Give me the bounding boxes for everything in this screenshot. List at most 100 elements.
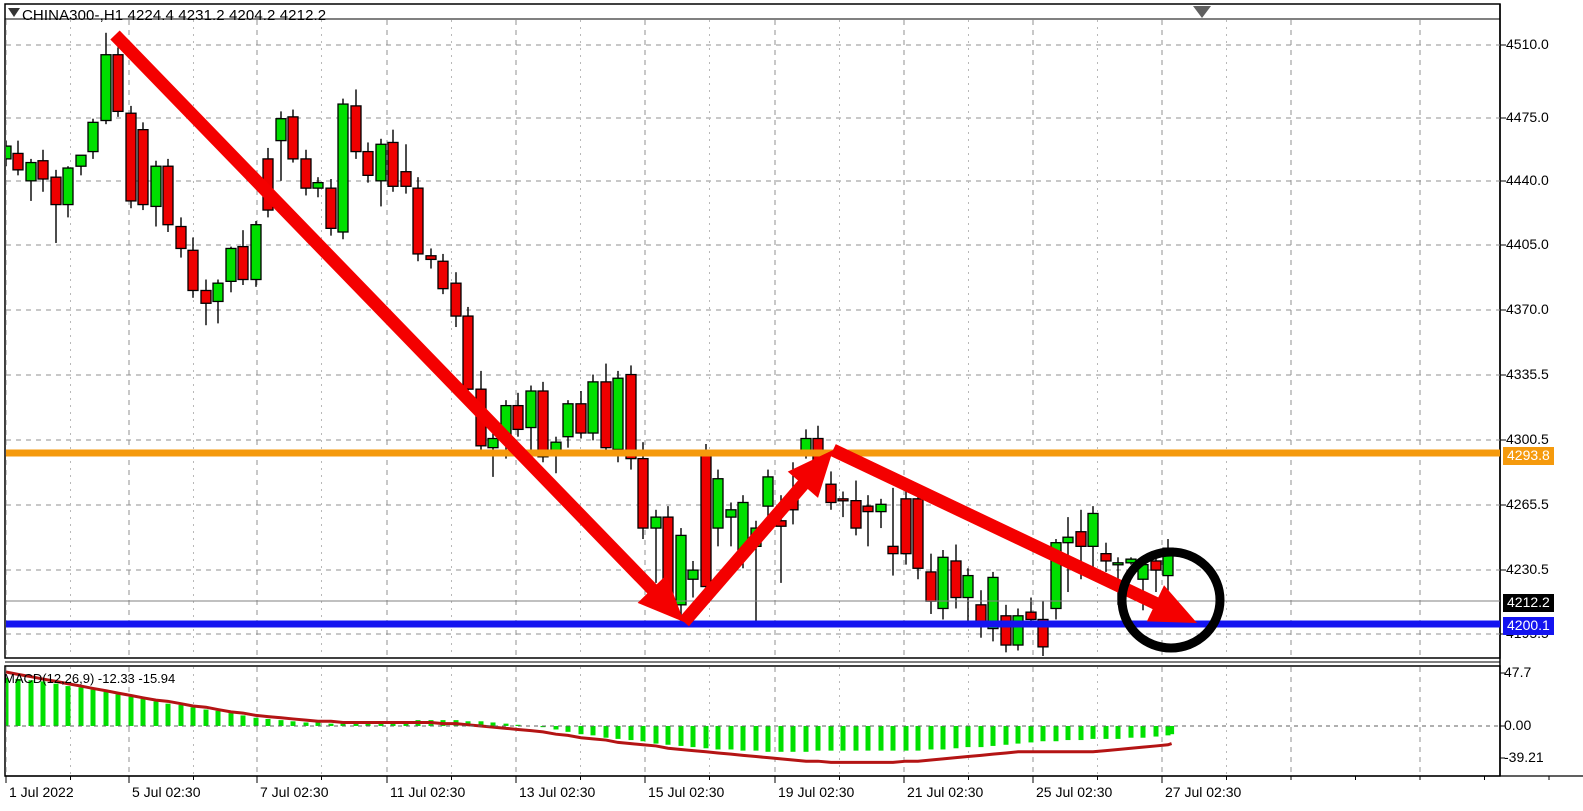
candle-body xyxy=(225,247,237,282)
time-tick-label: 13 Jul 02:30 xyxy=(519,784,596,800)
candle-body xyxy=(187,249,199,292)
candle-body xyxy=(762,476,774,507)
candle-body xyxy=(325,187,337,229)
time-tick-label: 11 Jul 02:30 xyxy=(390,784,466,800)
candle-body xyxy=(175,225,187,250)
candle-body xyxy=(1062,536,1074,544)
candle-body xyxy=(387,141,399,187)
time-tick-label: 21 Jul 02:30 xyxy=(907,784,984,800)
candle-body xyxy=(950,560,962,599)
vertical-minor-gridlines xyxy=(70,20,1227,775)
candle-body xyxy=(1075,531,1087,547)
candle-body xyxy=(562,403,574,438)
downtrend-arrow-1[interactable] xyxy=(110,30,684,622)
price-tick-label: 4510.0 xyxy=(1506,36,1549,52)
candle-body xyxy=(837,498,849,502)
candle-body xyxy=(162,165,174,226)
time-tick-label: 27 Jul 02:30 xyxy=(1165,784,1242,800)
candle-body xyxy=(825,483,837,504)
resistance-price-badge[interactable]: 4293.8 xyxy=(1503,447,1554,465)
candle-body xyxy=(962,574,974,599)
candle-body xyxy=(700,454,712,588)
candle-body xyxy=(525,390,537,429)
symbol-header-label: CHINA300-,H1 4224.4 4231.2 4204.2 4212.2 xyxy=(22,7,327,24)
candle-body xyxy=(100,54,112,122)
time-tick-label: 19 Jul 02:30 xyxy=(778,784,855,800)
candle-body xyxy=(462,315,474,390)
candle-body xyxy=(712,478,724,529)
support-price-badge[interactable]: 4200.1 xyxy=(1503,617,1554,635)
candle-body xyxy=(862,505,874,513)
candle-body xyxy=(675,534,687,606)
candle-body xyxy=(337,103,349,233)
candle-body xyxy=(887,545,899,555)
candle-body xyxy=(312,182,324,189)
triangle-down-icon[interactable] xyxy=(8,8,20,17)
candle-body xyxy=(25,161,37,182)
candle-body xyxy=(637,457,649,529)
price-tick-label: 4370.0 xyxy=(1506,301,1549,317)
candle-body xyxy=(1000,615,1012,646)
candle-body xyxy=(1100,553,1112,562)
candle-body xyxy=(987,576,999,630)
macd-indicator-label: MACD(12,26,9) -12.33 -15.94 xyxy=(4,671,176,686)
candle-body xyxy=(12,152,24,171)
candle-body xyxy=(112,54,124,113)
candle-body xyxy=(725,509,737,518)
macd-histogram xyxy=(6,677,1175,752)
candle-body xyxy=(1012,615,1024,646)
price-tick-label: 4265.5 xyxy=(1506,496,1549,512)
macd-tick-label: 0.00 xyxy=(1504,717,1532,733)
price-tick-label: 4335.5 xyxy=(1506,366,1549,382)
horizontal-gridlines xyxy=(6,44,1500,635)
time-tick-label: 1 Jul 2022 xyxy=(9,784,74,800)
candle-body xyxy=(437,260,449,290)
candle-body xyxy=(37,160,49,180)
candle-body xyxy=(275,118,287,142)
candle-body xyxy=(75,154,87,167)
candle-body xyxy=(1050,542,1062,610)
candle-body xyxy=(575,403,587,434)
candle-body xyxy=(212,282,224,303)
candle-body xyxy=(87,121,99,153)
candle-body xyxy=(800,437,812,452)
candle-body xyxy=(1150,560,1162,571)
candle-body xyxy=(400,171,412,187)
last-price-badge[interactable]: 4212.2 xyxy=(1503,594,1554,612)
candle-body xyxy=(350,105,362,153)
candle-body xyxy=(250,224,262,281)
time-tick-label: 5 Jul 02:30 xyxy=(132,784,201,800)
candle-body xyxy=(612,377,624,451)
uptrend-arrow[interactable] xyxy=(679,450,833,627)
candle-body xyxy=(1025,611,1037,621)
candle-body xyxy=(237,245,249,281)
candle-body xyxy=(425,255,437,261)
highlight-ellipse[interactable] xyxy=(1117,547,1225,653)
price-tick-label: 4440.0 xyxy=(1506,172,1549,188)
candle-body xyxy=(137,129,149,206)
candle-body xyxy=(650,516,662,529)
candle-body xyxy=(625,373,637,460)
candle-body xyxy=(300,158,312,189)
candle-body xyxy=(875,503,887,513)
candle-body xyxy=(937,556,949,610)
candle-body xyxy=(50,176,62,206)
chart-annotations[interactable] xyxy=(110,30,1225,653)
candle-body xyxy=(287,116,299,160)
candle-body xyxy=(900,498,912,555)
candle-body xyxy=(125,112,137,202)
time-tick-label: 7 Jul 02:30 xyxy=(260,784,329,800)
candle-body xyxy=(1112,562,1124,566)
downtrend-arrow-2[interactable] xyxy=(830,444,1197,623)
candle-body xyxy=(600,381,612,449)
candle-body xyxy=(1037,618,1049,648)
candle-body xyxy=(587,381,599,434)
candle-body xyxy=(362,150,374,176)
price-tick-label: 4300.5 xyxy=(1506,431,1549,447)
candle-body xyxy=(925,571,937,602)
macd-tick-label: -39.21 xyxy=(1504,749,1544,765)
candlestick-series[interactable] xyxy=(1,32,1174,656)
candle-body xyxy=(375,143,387,182)
